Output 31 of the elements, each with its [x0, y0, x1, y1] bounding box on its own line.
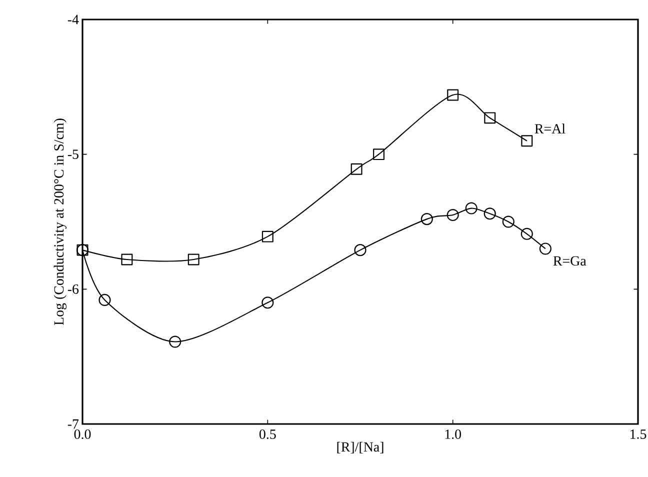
point [447, 89, 459, 101]
x-tick-label: 0.5 [259, 430, 276, 439]
point [169, 336, 182, 348]
point [484, 112, 496, 124]
x-axis-title: [R]/[Na] [337, 442, 384, 454]
y-tick-label: -6 [68, 284, 79, 294]
point [539, 242, 552, 255]
point [262, 296, 274, 309]
point [373, 148, 384, 160]
y-axis-title: Log (Conductivity at 200°C in S/cm) [54, 118, 67, 326]
point [465, 202, 478, 214]
point [420, 213, 433, 226]
point [98, 294, 111, 306]
point [350, 163, 362, 175]
point [484, 208, 496, 220]
point [121, 254, 133, 266]
y-tick-label: -7 [68, 419, 79, 429]
point [521, 135, 533, 147]
point [502, 216, 514, 228]
x-tick-label: 1.5 [630, 430, 646, 439]
point [354, 244, 366, 256]
y-tick-label: -4 [68, 14, 79, 24]
point [262, 230, 274, 242]
x-tick-label: 0.0 [74, 430, 91, 439]
series-label: R=Ga [553, 256, 586, 266]
point [188, 254, 200, 266]
y-tick-label: -5 [68, 150, 78, 159]
series-label: R=Al [534, 124, 566, 134]
x-tick-label: 1.0 [445, 430, 462, 439]
point [446, 208, 459, 222]
point [520, 228, 533, 240]
